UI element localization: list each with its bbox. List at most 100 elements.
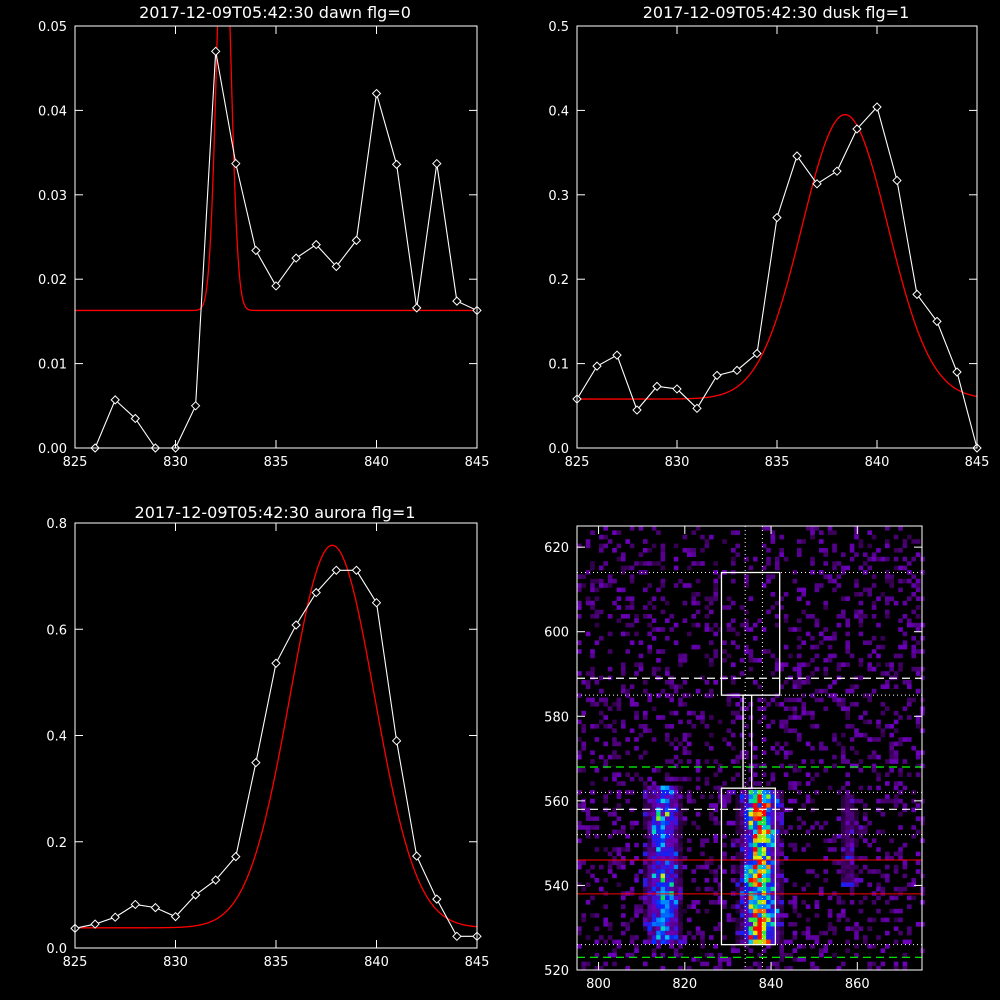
heat-cell: [827, 785, 833, 791]
heat-cell: [731, 948, 736, 953]
heat-cell: [594, 702, 600, 707]
heat-cell: [682, 732, 688, 738]
heat-cell: [915, 803, 921, 808]
heat-cell: [634, 935, 639, 940]
heat-cell: [739, 847, 745, 852]
heat-cell: [792, 627, 798, 632]
heat-cell: [805, 631, 811, 637]
heat-cell: [854, 609, 859, 615]
heat-cell: [665, 732, 670, 738]
heat-cell: [867, 653, 872, 659]
heat-cell: [700, 930, 705, 936]
heat-cell: [651, 882, 657, 887]
heat-cell: [845, 631, 850, 637]
heat-cell: [660, 816, 666, 821]
heat-cell: [797, 539, 802, 544]
heat-cell: [748, 856, 754, 861]
heat-cell: [766, 847, 771, 852]
heat-cell: [594, 768, 600, 773]
heat-cell: [854, 825, 859, 830]
heat-cell: [885, 570, 890, 575]
heat-cell: [797, 816, 802, 821]
heat-cell: [753, 754, 758, 760]
heat-cell: [775, 622, 780, 628]
heat-cell: [854, 798, 859, 804]
heat-cell: [590, 605, 595, 610]
heat-cell: [691, 614, 696, 619]
heat-cell: [744, 908, 749, 914]
heat-cell: [823, 671, 828, 676]
heat-cell: [713, 649, 718, 654]
heat-cell: [775, 842, 780, 848]
heat-cell: [885, 724, 890, 729]
heat-cell: [761, 873, 767, 879]
heat-cell: [753, 772, 758, 777]
panel-title: 2017-12-09T05:42:30 dawn flg=0: [139, 3, 411, 22]
heat-cell: [739, 908, 745, 914]
heat-cell: [660, 851, 666, 857]
heat-cell: [660, 609, 666, 615]
heat-cell: [731, 820, 736, 826]
heat-cell: [885, 543, 890, 549]
heat-cell: [744, 869, 749, 874]
heat-cell: [731, 842, 736, 848]
heat-cell: [731, 680, 736, 685]
heat-cell: [748, 900, 754, 905]
heat-cell: [665, 922, 670, 927]
heat-cell: [625, 847, 630, 852]
heat-cell: [827, 578, 833, 584]
heat-cell: [876, 772, 881, 777]
heat-cell: [911, 878, 916, 883]
heat-cell: [849, 556, 855, 562]
heat-cell: [651, 706, 657, 711]
heat-cell: [713, 820, 718, 826]
heat-cell: [612, 829, 617, 835]
heat-cell: [691, 724, 696, 729]
heat-cell: [735, 644, 740, 650]
heat-cell: [761, 882, 767, 887]
heat-cell: [709, 794, 714, 799]
heat-cell: [651, 790, 657, 795]
heat-cell: [823, 878, 828, 883]
heat-cell: [779, 922, 784, 927]
heat-cell: [858, 768, 864, 773]
heat-cell: [775, 825, 780, 830]
heat-cell: [660, 926, 666, 931]
heat-cell: [911, 666, 916, 672]
heat-cell: [880, 556, 886, 562]
heatmap-cells: [577, 526, 925, 971]
heat-cell: [594, 939, 600, 945]
heat-cell: [907, 895, 912, 901]
heat-cell: [907, 578, 912, 584]
heat-cell: [603, 724, 608, 729]
data-point: [190, 401, 201, 411]
heat-cell: [902, 939, 908, 945]
heat-cell: [695, 578, 701, 584]
heat-cell: [695, 908, 701, 914]
heat-cell: [775, 820, 780, 826]
heat-cell: [709, 658, 714, 663]
heat-cell: [779, 666, 784, 672]
heat-cell: [621, 671, 626, 676]
heat-cell: [744, 781, 749, 786]
heat-cell: [643, 961, 648, 967]
heat-cell: [867, 882, 872, 887]
heat-cell: [915, 772, 921, 777]
panel-dawn: 2017-12-09T05:42:30 dawn flg=0 825 830 835…: [38, 3, 489, 470]
heat-cell: [603, 794, 608, 799]
heat-cell: [775, 922, 780, 927]
heat-cell: [761, 856, 767, 861]
heat-cell: [656, 715, 661, 720]
heat-cell: [783, 719, 789, 725]
heat-cell: [700, 838, 705, 843]
heat-cell: [594, 878, 600, 883]
heat-cell: [709, 816, 714, 821]
heat-cell: [709, 803, 714, 808]
heat-cell: [902, 785, 908, 791]
heat-cell: [885, 526, 890, 531]
heat-cell: [678, 930, 683, 936]
heat-cell: [907, 715, 912, 720]
heat-cell: [651, 904, 657, 909]
